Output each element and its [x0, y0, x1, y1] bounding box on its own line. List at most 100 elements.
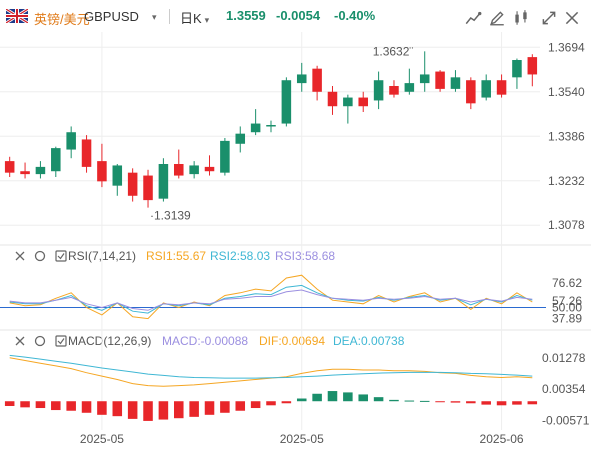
candle	[404, 68, 415, 95]
candle-body	[358, 97, 368, 107]
candle	[35, 161, 46, 179]
candle-body	[20, 171, 30, 175]
macd-bar	[174, 401, 184, 419]
candle-body	[343, 97, 353, 107]
symbol-code[interactable]: GBPUSD	[84, 9, 139, 24]
rsi3-value: RSI3:58.68	[275, 249, 336, 263]
candle-body	[435, 71, 445, 89]
candle-body	[97, 161, 107, 182]
candle	[266, 120, 276, 133]
chart-type-icon[interactable]	[512, 9, 530, 27]
macd-bar	[220, 401, 230, 413]
macd-bar	[51, 401, 61, 411]
macd-bar	[312, 393, 322, 402]
candle-body	[189, 165, 199, 175]
candle-body	[419, 74, 430, 84]
rsi-line-2	[9, 284, 533, 314]
candle	[97, 143, 107, 188]
candle	[143, 169, 153, 208]
candle	[174, 149, 184, 179]
macd-legend-icons	[15, 335, 67, 347]
macd-series	[4, 354, 538, 421]
macd-bar	[20, 401, 30, 408]
header-divider	[169, 9, 170, 24]
candle	[373, 71, 384, 110]
macd-label: MACD(12,26,9)	[68, 334, 152, 348]
rsi-tick-label: 37.89	[552, 312, 582, 326]
candle-body	[281, 80, 292, 124]
candle-body	[496, 80, 507, 95]
dea-line	[9, 354, 533, 379]
macd-bar	[481, 401, 491, 405]
candle	[204, 155, 215, 176]
candle	[496, 74, 507, 98]
candle-body	[158, 164, 169, 199]
candle-body	[266, 125, 276, 127]
symbol-dropdown-icon[interactable]: ▾	[152, 12, 157, 22]
price-tick-label: 1.3078	[548, 218, 585, 232]
price-change: -0.0054	[276, 8, 321, 23]
candle-body	[174, 164, 184, 176]
candle-body	[112, 165, 123, 186]
macd-bar	[404, 400, 415, 402]
candle	[481, 74, 491, 101]
uk-us-flag-icon	[6, 9, 28, 23]
period-selector[interactable]: 日K ▾	[180, 8, 209, 27]
macd-bar	[266, 401, 276, 406]
macd-bar	[81, 401, 92, 413]
candle-body	[327, 91, 338, 107]
rsi-series	[0, 274, 546, 320]
rsi-tick-label: 57.26	[552, 294, 582, 308]
candle	[81, 135, 92, 173]
candle-body	[466, 80, 476, 104]
dea-value: DEA:0.00738	[333, 334, 405, 348]
candle	[466, 77, 476, 110]
macd-bar	[250, 401, 261, 409]
rsi-tick-label: 76.62	[552, 276, 582, 290]
high-marker-label: 1.3632¨	[373, 44, 414, 58]
macd-bar	[327, 391, 338, 402]
macd-bar	[389, 399, 399, 402]
candle-body	[250, 123, 261, 133]
rsi-settings-icon	[34, 250, 46, 262]
edit-icon[interactable]	[488, 9, 506, 27]
drawing-tools-icon[interactable]	[464, 9, 482, 27]
macd-bar	[450, 401, 461, 403]
macd-bar	[373, 397, 384, 402]
candle	[527, 54, 538, 87]
macd-bar	[281, 401, 292, 404]
fullscreen-icon[interactable]	[540, 9, 558, 27]
price-change-percent: -0.40%	[334, 8, 376, 23]
period-dropdown-icon: ▾	[204, 15, 210, 25]
macd-toggle-icon	[55, 335, 67, 347]
macd-bar	[512, 401, 522, 405]
candle-body	[312, 68, 322, 92]
candle	[66, 126, 76, 159]
candle	[327, 86, 338, 115]
close-icon[interactable]	[563, 9, 581, 27]
macd-bar	[204, 401, 215, 415]
rsi-tick-label: 50.00	[552, 301, 582, 315]
candle-body	[373, 80, 384, 101]
macd-bar	[143, 401, 153, 421]
macd-tick-label: 0.00354	[542, 382, 586, 396]
candle-body	[143, 175, 153, 201]
price-tick-label: 1.3386	[548, 129, 585, 143]
symbol-name[interactable]: 英镑/美元	[34, 12, 90, 27]
candle	[235, 126, 246, 153]
macd-bar	[435, 401, 445, 403]
macd-bar	[358, 394, 368, 402]
low-marker-label: ·1.3139	[150, 209, 191, 223]
macd-bar	[66, 401, 76, 411]
candle-body	[527, 57, 538, 75]
candle	[358, 91, 368, 112]
macd-bar	[112, 401, 123, 417]
rsi-toggle-icon	[55, 250, 67, 262]
macd-bar	[127, 401, 138, 419]
candle-body	[4, 161, 15, 173]
macd-bar	[527, 401, 538, 405]
candle-body	[389, 86, 399, 95]
macd-tick-label: -0.00571	[542, 414, 590, 428]
candle	[4, 156, 15, 177]
